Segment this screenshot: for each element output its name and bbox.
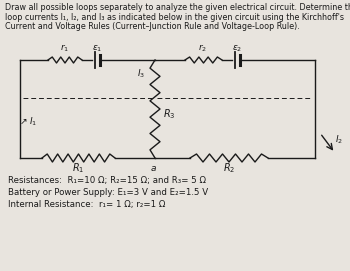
Text: Internal Resistance:  r₁= 1 Ω; r₂=1 Ω: Internal Resistance: r₁= 1 Ω; r₂=1 Ω <box>8 200 165 209</box>
Text: $\varepsilon_1$: $\varepsilon_1$ <box>92 43 102 53</box>
Text: Current and Voltage Rules (Current–Junction Rule and Voltage-Loop Rule).: Current and Voltage Rules (Current–Junct… <box>5 22 300 31</box>
Text: $r_2$: $r_2$ <box>198 42 208 53</box>
Text: loop currents I₁, I₂, and I₃ as indicated below in the given circuit using the K: loop currents I₁, I₂, and I₃ as indicate… <box>5 12 344 21</box>
Text: $\nearrow I_1$: $\nearrow I_1$ <box>18 115 37 127</box>
Text: Draw all possible loops separately to analyze the given electrical circuit. Dete: Draw all possible loops separately to an… <box>5 3 350 12</box>
Text: $r_1$: $r_1$ <box>61 42 70 53</box>
Text: $R_2$: $R_2$ <box>223 161 235 175</box>
Text: $R_1$: $R_1$ <box>72 161 84 175</box>
Text: $a$: $a$ <box>149 164 156 173</box>
Text: $R_3$: $R_3$ <box>163 107 176 121</box>
Text: $I_3$: $I_3$ <box>137 67 145 79</box>
Text: Resistances:  R₁=10 Ω; R₂=15 Ω; and R₃= 5 Ω: Resistances: R₁=10 Ω; R₂=15 Ω; and R₃= 5… <box>8 176 206 185</box>
Text: $\varepsilon_2$: $\varepsilon_2$ <box>232 43 242 53</box>
Text: Battery or Power Supply: E₁=3 V and E₂=1.5 V: Battery or Power Supply: E₁=3 V and E₂=1… <box>8 188 208 197</box>
Text: $I_2$: $I_2$ <box>335 134 343 147</box>
